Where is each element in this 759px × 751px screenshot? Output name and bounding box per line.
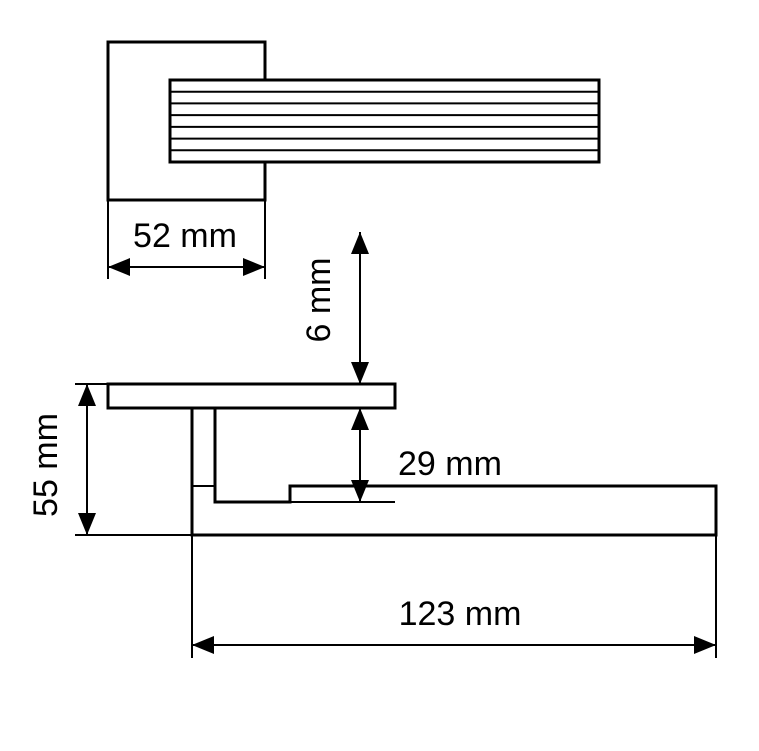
dimension-label: 6 mm bbox=[300, 258, 338, 343]
dimension-label: 52 mm bbox=[133, 217, 237, 255]
dimension-label: 29 mm bbox=[398, 445, 502, 483]
dimension-label: 123 mm bbox=[399, 595, 522, 633]
dimension-label: 55 mm bbox=[27, 413, 65, 517]
